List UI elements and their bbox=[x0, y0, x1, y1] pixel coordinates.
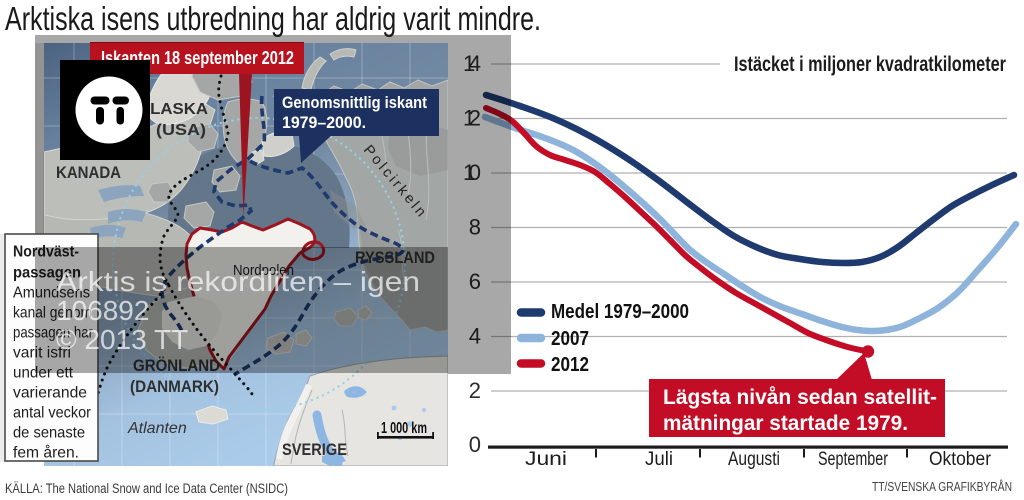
svg-text:passagen har: passagen har bbox=[13, 325, 94, 342]
svg-text:0: 0 bbox=[469, 432, 481, 457]
svg-text:September: September bbox=[818, 449, 888, 470]
svg-text:10: 10 bbox=[463, 160, 481, 185]
svg-text:(USA): (USA) bbox=[156, 122, 206, 139]
svg-text:KÄLLA: The National Snow and I: KÄLLA: The National Snow and Ice Data Ce… bbox=[5, 481, 288, 496]
svg-text:varit isfri: varit isfri bbox=[13, 345, 71, 362]
svg-text:TT/SVENSKA GRAFIKBYRÅN: TT/SVENSKA GRAFIKBYRÅN bbox=[872, 479, 1012, 494]
svg-text:kanal genom: kanal genom bbox=[13, 305, 92, 322]
svg-text:4: 4 bbox=[469, 324, 481, 349]
svg-text:de senaste: de senaste bbox=[13, 425, 85, 442]
svg-text:passagen: passagen bbox=[13, 265, 81, 282]
svg-text:GRÖNLAND: GRÖNLAND bbox=[133, 356, 220, 375]
svg-text:fem åren.: fem åren. bbox=[13, 444, 79, 462]
svg-text:(DANMARK): (DANMARK) bbox=[130, 377, 219, 396]
svg-text:Nordväst-: Nordväst- bbox=[13, 244, 79, 261]
svg-text:14: 14 bbox=[463, 51, 481, 76]
svg-text:mätningar startade 1979.: mätningar startade 1979. bbox=[663, 411, 908, 435]
svg-text:Genomsnittlig iskant: Genomsnittlig iskant bbox=[282, 93, 427, 112]
svg-text:Augusti: Augusti bbox=[728, 449, 780, 470]
svg-text:1 000 km: 1 000 km bbox=[381, 420, 427, 437]
svg-text:2: 2 bbox=[469, 378, 481, 403]
svg-text:2007: 2007 bbox=[551, 328, 589, 350]
svg-text:12: 12 bbox=[463, 106, 481, 131]
svg-text:Medel 1979–2000: Medel 1979–2000 bbox=[551, 301, 689, 323]
svg-text:Juli: Juli bbox=[645, 449, 673, 470]
svg-text:6: 6 bbox=[469, 269, 481, 294]
svg-text:under ett: under ett bbox=[13, 365, 74, 382]
svg-text:SVERIGE: SVERIGE bbox=[282, 440, 347, 459]
svg-text:Lägsta nivån sedan satellit-: Lägsta nivån sedan satellit- bbox=[663, 385, 937, 409]
svg-text:© 2013 TT: © 2013 TT bbox=[56, 324, 188, 355]
svg-text:Istäcket i miljoner kvadratkil: Istäcket i miljoner kvadratkilometer bbox=[734, 53, 1006, 76]
svg-text:antal veckor: antal veckor bbox=[13, 405, 92, 422]
svg-text:Oktober: Oktober bbox=[929, 449, 992, 470]
svg-text:Atlanten: Atlanten bbox=[127, 420, 187, 437]
svg-text:ALASKA: ALASKA bbox=[138, 101, 208, 118]
svg-text:1979–2000.: 1979–2000. bbox=[282, 113, 366, 132]
svg-text:KANADA: KANADA bbox=[56, 163, 121, 182]
svg-text:Amundsens: Amundsens bbox=[13, 285, 90, 302]
svg-text:varierande: varierande bbox=[13, 385, 87, 402]
svg-text:8: 8 bbox=[469, 215, 481, 240]
svg-text:2012: 2012 bbox=[551, 354, 589, 376]
svg-text:Nordpolen: Nordpolen bbox=[233, 262, 294, 279]
svg-text:Arktis is rekordliten – igen: Arktis is rekordliten – igen bbox=[56, 266, 420, 297]
svg-text:Arktiska isens utbredning har: Arktiska isens utbredning har aldrig var… bbox=[5, 1, 541, 38]
svg-text:Juni: Juni bbox=[525, 449, 567, 470]
svg-text:RYSSLAND: RYSSLAND bbox=[355, 248, 435, 267]
svg-text:106892: 106892 bbox=[56, 295, 149, 326]
